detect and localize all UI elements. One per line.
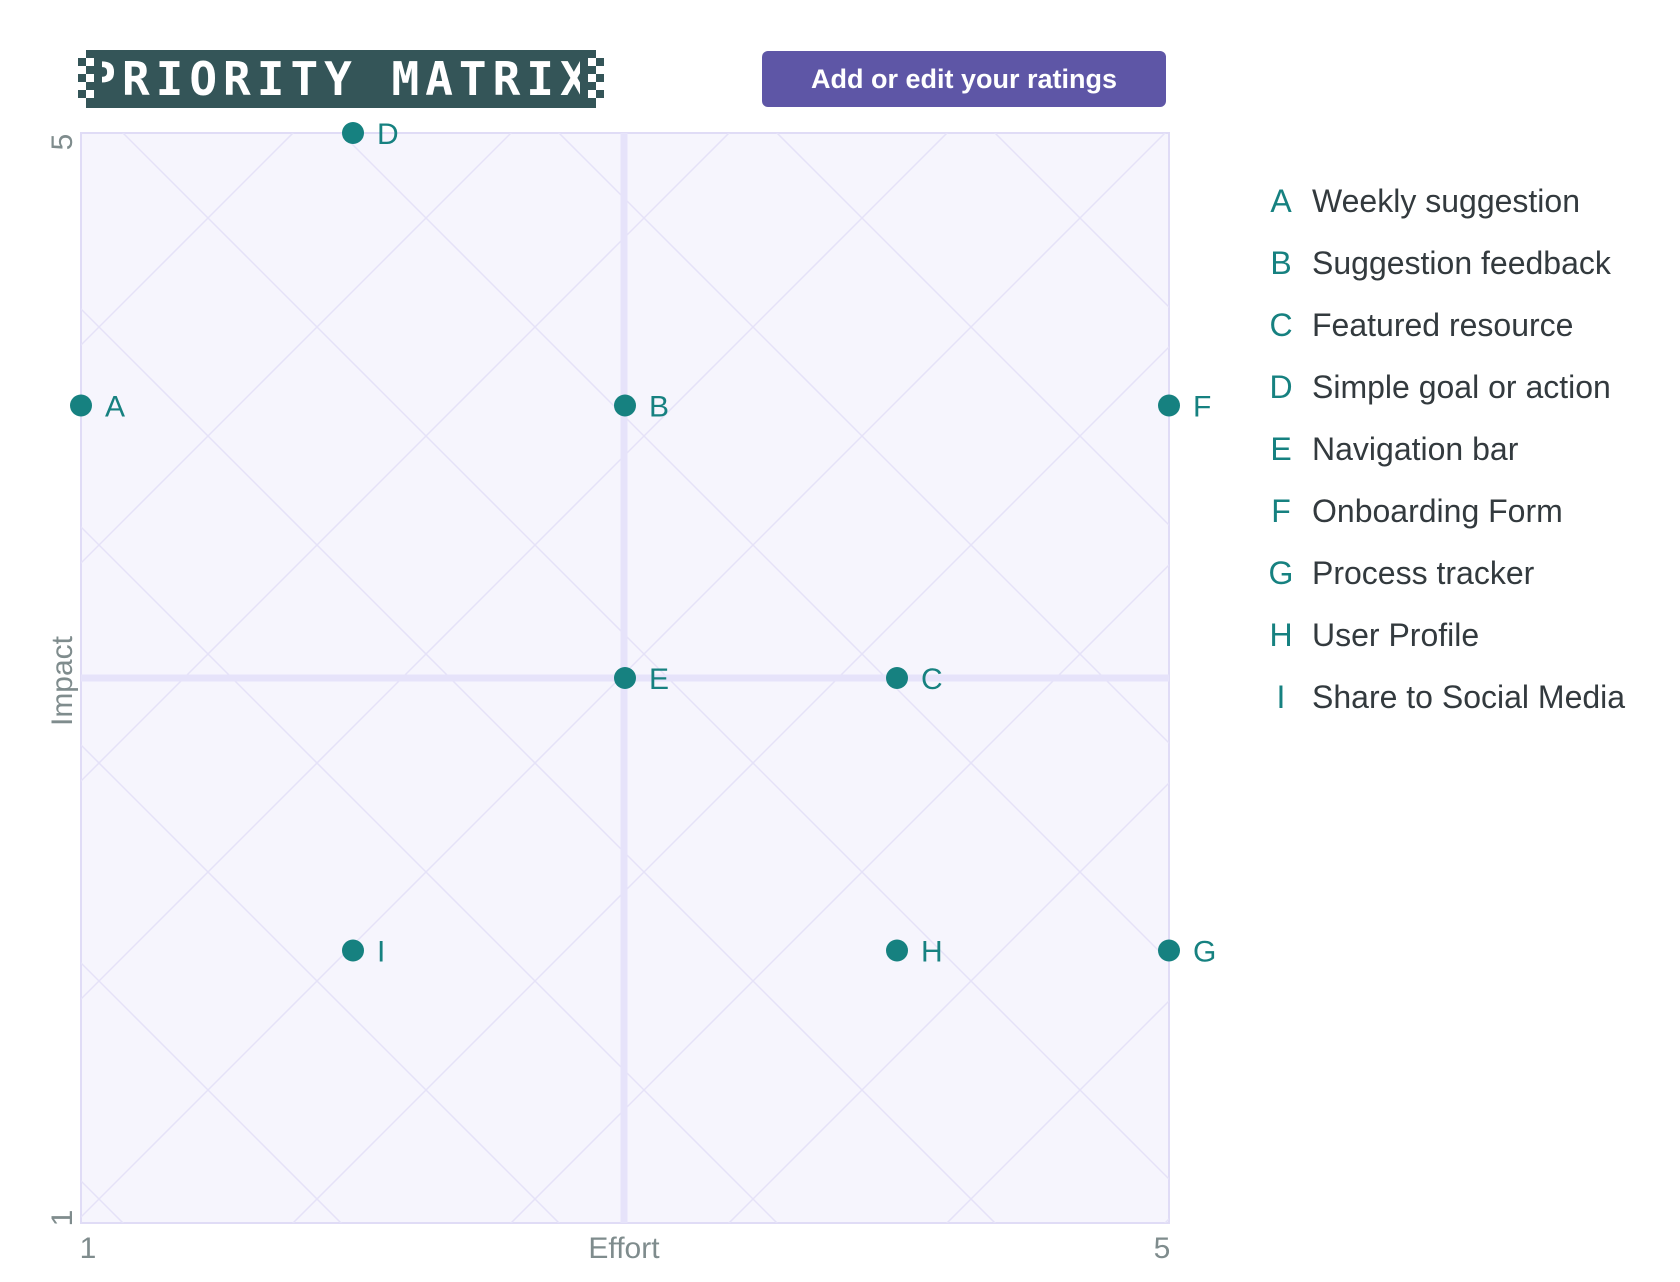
y-axis-label: Impact [46,635,79,726]
data-point-b[interactable] [614,394,636,417]
x-tick-max: 5 [1154,1232,1171,1265]
legend-label: Suggestion feedback [1312,244,1611,281]
x-tick-min: 1 [80,1232,97,1265]
data-point-label-c: C [921,663,943,696]
legend-label: Onboarding Form [1312,492,1563,529]
y-tick-max: 5 [46,134,79,151]
data-point-f[interactable] [1158,394,1180,417]
legend-key: I [1276,678,1286,715]
legend-item-f: F Onboarding Form [1262,480,1625,542]
legend: A Weekly suggestion B Suggestion feedback C F… [1262,170,1626,728]
legend-label: Featured resource [1312,306,1574,343]
data-point-e[interactable] [614,667,636,689]
grid-line [291,345,1169,1223]
diagonal-grid [81,133,1169,1223]
priority-matrix-logo: PRIORITY MATRIX [78,50,604,108]
pixel-edge-right-icon [580,50,604,108]
legend-label: User Profile [1312,616,1480,653]
legend-key: C [1269,306,1293,343]
data-point-i[interactable] [342,939,364,962]
data-point-label-d: D [377,118,399,151]
data-point-label-h: H [921,936,943,969]
add-edit-ratings-button[interactable]: Add or edit your ratings [762,51,1166,107]
legend-key: B [1270,244,1292,281]
grid-line [993,133,1169,309]
grid-line [339,133,1169,963]
legend-label: Weekly suggestion [1312,182,1580,219]
grid-line [81,961,343,1223]
legend-label: Process tracker [1312,554,1535,591]
legend-item-a: A Weekly suggestion [1262,170,1625,232]
grid-line [727,781,1169,1223]
legend-key: F [1271,492,1291,529]
data-point-c[interactable] [886,667,908,689]
legend-item-e: E Navigation bar [1262,418,1625,480]
grid-line [81,133,513,565]
grid-line [509,563,1169,1223]
legend-item-i: I Share to Social Media [1262,666,1626,728]
priority-matrix-chart: 5 1 Impact 1 Effort 5 A B C D E F G H I [46,118,1216,1265]
page-title: PRIORITY MATRIX [88,52,594,106]
data-point-a[interactable] [70,394,92,417]
grid-line [81,307,997,1223]
grid-line [557,133,1169,745]
grid-line [81,133,1167,1219]
grid-line [81,133,731,783]
data-point-label-b: B [649,391,669,424]
grid-line [81,133,295,347]
data-point-g[interactable] [1158,939,1180,962]
data-point-label-i: I [377,936,385,969]
y-tick-min: 1 [46,1210,79,1227]
legend-item-c: C Featured resource [1262,294,1625,356]
data-point-d[interactable] [342,122,364,144]
pixel-edge-left-icon [78,50,102,108]
legend-item-d: D Simple goal or action [1262,356,1625,418]
legend-key: H [1269,616,1293,653]
grid-line [81,525,779,1223]
legend-label: Navigation bar [1312,430,1519,467]
legend-label: Simple goal or action [1312,368,1611,405]
legend-label: Share to Social Media [1312,678,1626,715]
data-point-label-f: F [1193,391,1211,424]
grid-line [775,133,1169,527]
grid-line [81,133,949,1001]
data-point-label-e: E [649,663,669,696]
legend-key: A [1270,182,1292,219]
data-point-label-a: A [105,391,125,424]
x-axis-label: Effort [588,1232,660,1265]
legend-key: E [1270,430,1292,467]
data-points: A B C D E F G H I [70,118,1216,969]
grid-line [81,743,561,1223]
legend-item-h: H User Profile [1262,604,1625,666]
legend-key: G [1268,554,1294,591]
grid-line [945,999,1169,1223]
legend-key: D [1269,368,1293,405]
data-point-label-g: G [1193,936,1216,969]
data-point-h[interactable] [886,939,908,962]
legend-item-b: B Suggestion feedback [1262,232,1625,294]
legend-item-g: G Process tracker [1262,542,1625,604]
grid-line [121,133,1169,1181]
